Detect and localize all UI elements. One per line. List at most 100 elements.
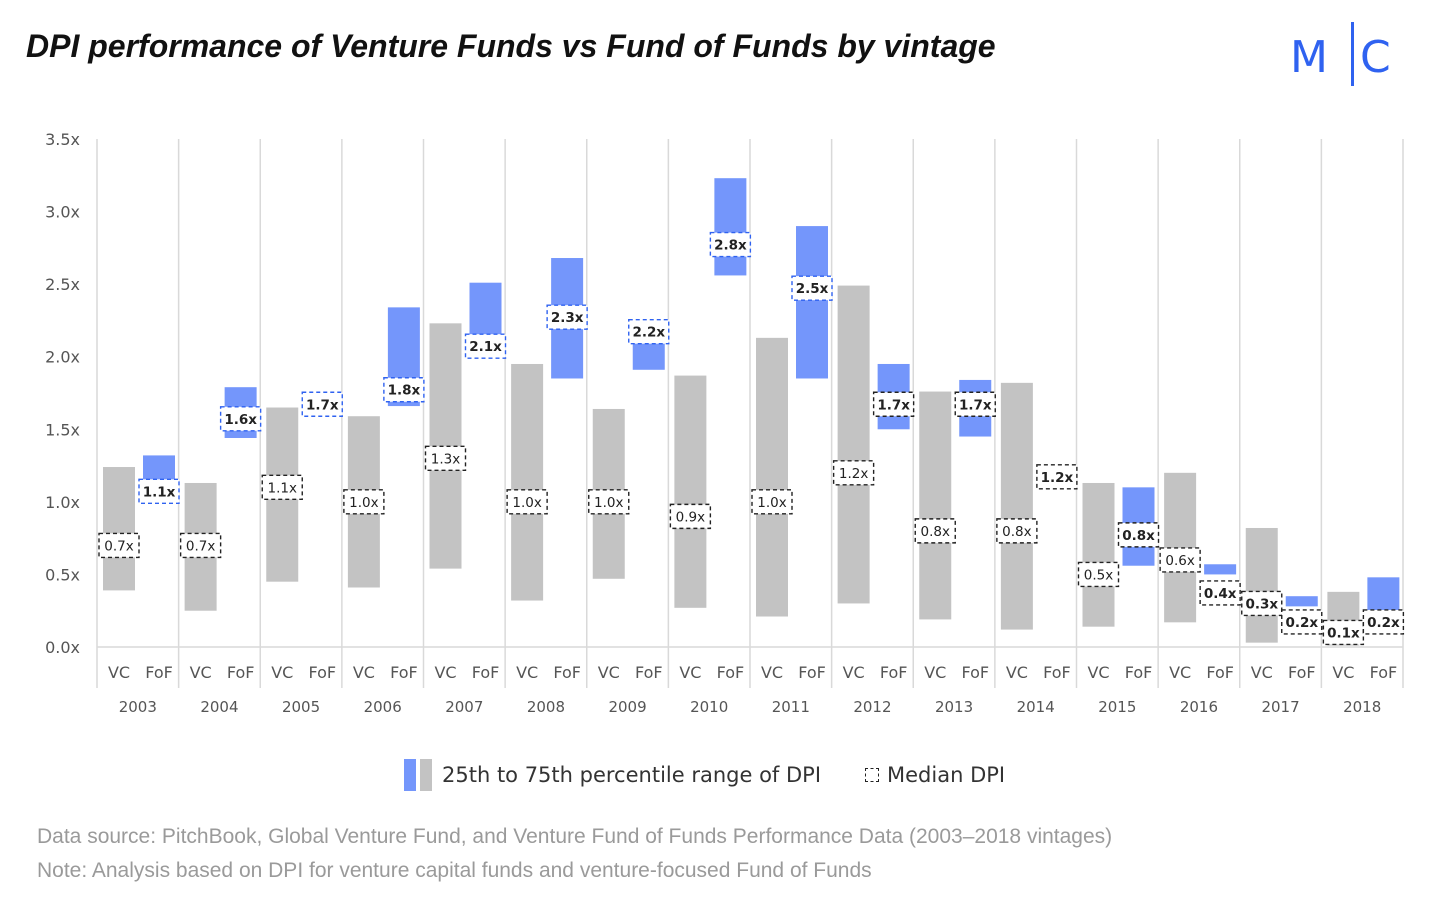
y-tick-label: 1.5x [45, 420, 80, 439]
subcategory-label: VC [353, 663, 375, 682]
median-box [1241, 590, 1283, 617]
median-label: 0.1x [1327, 625, 1360, 641]
vc-range-bar [674, 375, 707, 608]
subcategory-label: FoF [1288, 663, 1316, 682]
median-label: 2.2x [632, 325, 665, 341]
median-label: 1.2x [1041, 470, 1074, 486]
median-box [179, 532, 222, 559]
subcategory-label: FoF [961, 663, 989, 682]
median-box [424, 445, 467, 472]
subcategory-label: FoF [390, 663, 418, 682]
dpi-chart: 0.0x 0.5x 1.0x 1.5x 2.0x 2.5x 3.0x 3.5x 2003 VC 0.… [45, 130, 1405, 716]
median-box [261, 474, 303, 501]
year-label: 2006 [364, 698, 402, 716]
median-box [1117, 522, 1160, 548]
median-label: 0.3x [1245, 596, 1278, 612]
subcategory-label: FoF [308, 663, 336, 682]
year-label: 2010 [690, 698, 728, 716]
median-box [464, 333, 507, 359]
subcategory-label: FoF [635, 663, 663, 682]
median-label: 1.0x [512, 495, 541, 511]
legend-fof-swatch [404, 759, 416, 791]
year-label: 2018 [1343, 698, 1381, 716]
median-label: 0.2x [1285, 615, 1318, 631]
median-box [914, 518, 956, 544]
year-label: 2008 [527, 698, 565, 716]
fof-range-bar [796, 226, 828, 379]
year-label: 2012 [853, 698, 891, 716]
year-label: 2013 [935, 698, 973, 716]
median-box [669, 503, 712, 530]
median-box [1362, 609, 1405, 635]
fof-range-bar [714, 178, 747, 276]
svg-text:M: M [1290, 32, 1328, 83]
chart-title: DPI performance of Venture Funds vs Fund… [26, 28, 996, 64]
subcategory-label: VC [190, 663, 212, 682]
median-box [954, 391, 996, 417]
mc-logo: M C [1290, 22, 1391, 86]
year-label: 2016 [1180, 698, 1218, 716]
data-source-note: Data source: PitchBook, Global Venture F… [37, 825, 1113, 848]
svg-text:C: C [1360, 32, 1391, 83]
median-label: 1.7x [959, 397, 992, 413]
median-label: 0.5x [1084, 567, 1113, 583]
y-tick-label: 1.0x [45, 493, 80, 512]
y-tick-label: 3.5x [45, 130, 80, 149]
median-label: 2.1x [469, 339, 502, 355]
subcategory-label: FoF [1043, 663, 1071, 682]
subcategory-label: FoF [1370, 663, 1398, 682]
median-label: 0.7x [104, 538, 133, 554]
median-label: 0.8x [921, 524, 950, 540]
median-box [1199, 580, 1241, 606]
median-label: 1.2x [839, 466, 868, 482]
median-box [751, 489, 793, 515]
year-label: 2004 [200, 698, 238, 716]
median-label: 0.2x [1367, 615, 1400, 631]
legend: 25th to 75th percentile range of DPI Med… [404, 758, 1005, 792]
median-label: 0.8x [1122, 528, 1155, 544]
subcategory-label: VC [271, 663, 293, 682]
median-label: 1.3x [431, 451, 460, 467]
y-tick-label: 3.0x [45, 203, 80, 222]
subcategory-label: FoF [717, 663, 745, 682]
legend-range-label: 25th to 75th percentile range of DPI [442, 763, 822, 787]
median-label: 1.0x [757, 495, 786, 511]
vc-range-bar [511, 363, 544, 601]
median-box [506, 489, 548, 515]
year-label: 2003 [119, 698, 157, 716]
subcategory-label: VC [1006, 663, 1028, 682]
median-label: 1.7x [877, 397, 910, 413]
median-label: 0.4x [1204, 586, 1237, 602]
vc-range-bar [1000, 382, 1033, 630]
median-box [343, 489, 385, 515]
legend-median-swatch [865, 768, 880, 782]
median-box [1159, 547, 1201, 573]
median-label: 1.1x [268, 480, 297, 496]
vc-range-bar [919, 391, 952, 620]
median-box [219, 406, 262, 432]
year-label: 2015 [1098, 698, 1136, 716]
median-label: 2.5x [796, 281, 829, 297]
subcategory-label: FoF [145, 663, 173, 682]
median-box [1036, 464, 1078, 490]
legend-median-label: Median DPI [887, 763, 1006, 787]
subcategory-label: FoF [798, 663, 826, 682]
median-label: 2.3x [551, 310, 584, 326]
subcategory-label: VC [108, 663, 130, 682]
subcategory-label: FoF [472, 663, 500, 682]
median-box [301, 391, 343, 417]
subcategory-label: VC [516, 663, 538, 682]
median-box [546, 304, 588, 330]
vc-range-bar [756, 337, 788, 617]
year-label: 2011 [772, 698, 810, 716]
y-tick-label: 2.0x [45, 348, 80, 367]
median-box [872, 391, 915, 417]
vc-range-bar [103, 467, 135, 591]
vc-range-bar [837, 285, 870, 604]
subcategory-label: VC [761, 663, 783, 682]
subcategory-label: FoF [1125, 663, 1153, 682]
median-label: 1.0x [594, 495, 623, 511]
subcategory-label: FoF [1206, 663, 1234, 682]
median-label: 1.7x [306, 397, 339, 413]
subcategory-label: FoF [553, 663, 581, 682]
